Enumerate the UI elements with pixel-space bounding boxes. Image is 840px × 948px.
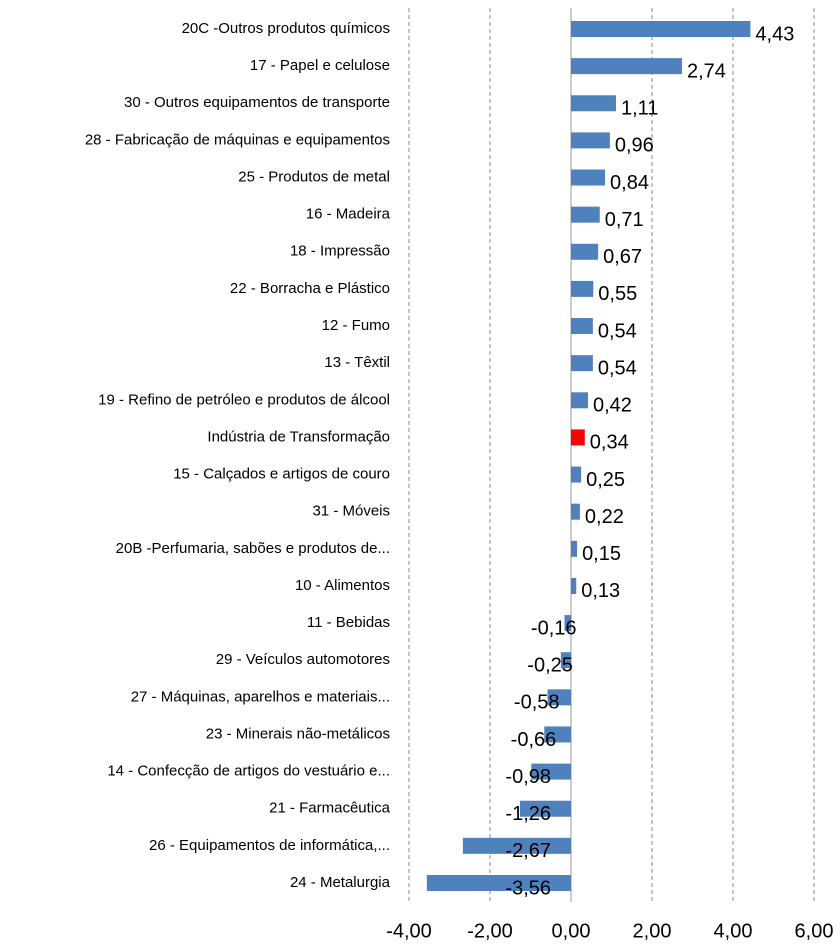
- value-label: -0,25: [527, 654, 573, 676]
- value-label: -0,58: [514, 692, 560, 714]
- bar: [426, 874, 571, 891]
- value-label: 0,67: [603, 246, 642, 268]
- category-label: Indústria de Transformação: [207, 428, 390, 445]
- x-tick-label: -4,00: [386, 920, 432, 942]
- category-label: 20B -Perfumaria, sabões e produtos de...: [116, 540, 390, 557]
- bar: [571, 169, 606, 186]
- category-label: 10 - Alimentos: [295, 577, 390, 594]
- bar: [462, 837, 571, 854]
- category-label: 31 - Móveis: [312, 503, 390, 520]
- bar: [571, 466, 582, 483]
- category-label: 22 - Borracha e Plástico: [230, 280, 390, 297]
- bar: [571, 577, 577, 594]
- category-label: 19 - Refino de petróleo e produtos de ál…: [98, 391, 390, 408]
- value-label: -0,66: [511, 729, 557, 751]
- x-tick-label: 2,00: [633, 920, 672, 942]
- category-label: 15 - Calçados e artigos de couro: [173, 466, 390, 483]
- category-label: 25 - Produtos de metal: [238, 168, 390, 185]
- bar: [571, 280, 594, 297]
- value-label: 0,71: [605, 209, 644, 231]
- category-label: 30 - Outros equipamentos de transporte: [124, 94, 390, 111]
- value-label: 0,84: [610, 172, 649, 194]
- value-label: 2,74: [687, 60, 726, 82]
- value-label: -3,56: [505, 877, 551, 899]
- bar: [571, 355, 593, 372]
- category-label: 28 - Fabricação de máquinas e equipament…: [85, 131, 390, 148]
- value-label: 0,34: [590, 432, 629, 454]
- category-label: 21 - Farmacêutica: [269, 800, 391, 817]
- value-label: 0,42: [593, 395, 632, 417]
- value-label: -0,98: [505, 766, 551, 788]
- value-label: 0,25: [586, 469, 625, 491]
- category-label: 27 - Máquinas, aparelhos e materiais...: [131, 688, 390, 705]
- bar: [560, 652, 571, 669]
- bar: [571, 58, 682, 75]
- category-label: 18 - Impressão: [290, 243, 390, 260]
- value-label: 0,54: [598, 320, 637, 342]
- value-label: 4,43: [755, 23, 794, 45]
- x-tick-label: 6,00: [795, 920, 834, 942]
- bar: [564, 615, 571, 632]
- category-label: 20C -Outros produtos químicos: [182, 20, 390, 37]
- value-label: 0,15: [582, 543, 621, 565]
- bar: [571, 318, 593, 335]
- category-label: 29 - Veículos automotores: [216, 651, 390, 668]
- bar: [571, 95, 616, 112]
- bar: [531, 763, 571, 780]
- value-label: 0,54: [598, 357, 637, 379]
- bar: [571, 21, 751, 37]
- value-label: -0,16: [531, 617, 577, 639]
- x-tick-label: -2,00: [467, 920, 513, 942]
- category-label: 12 - Fumo: [322, 317, 390, 334]
- bar: [571, 503, 580, 520]
- value-label: 0,22: [585, 506, 624, 528]
- bar: [571, 206, 600, 223]
- category-label: 11 - Bebidas: [307, 614, 390, 631]
- category-label: 26 - Equipamentos de informática,...: [149, 837, 390, 854]
- bar: [571, 540, 578, 557]
- bar: [571, 429, 585, 446]
- value-label: 0,55: [598, 283, 637, 305]
- category-label: 24 - Metalurgia: [290, 874, 391, 891]
- category-label: 16 - Madeira: [306, 206, 391, 223]
- category-label: 14 - Confecção de artigos do vestuário e…: [107, 763, 390, 780]
- bar: [571, 392, 589, 409]
- bar: [544, 726, 571, 743]
- value-label: -2,67: [505, 840, 551, 862]
- value-label: 1,11: [621, 98, 658, 120]
- category-label: 23 - Minerais não-metálicos: [206, 725, 390, 742]
- x-tick-label: 4,00: [714, 920, 753, 942]
- bar: [571, 243, 599, 260]
- value-label: 0,96: [615, 135, 654, 157]
- value-label: -1,26: [505, 803, 551, 825]
- category-label: 13 - Têxtil: [324, 354, 390, 371]
- x-tick-label: 0,00: [552, 920, 591, 942]
- bar: [519, 800, 571, 817]
- value-label: 0,13: [581, 580, 620, 602]
- bar: [547, 689, 571, 706]
- category-label: 17 - Papel e celulose: [250, 57, 390, 74]
- bar: [571, 132, 610, 149]
